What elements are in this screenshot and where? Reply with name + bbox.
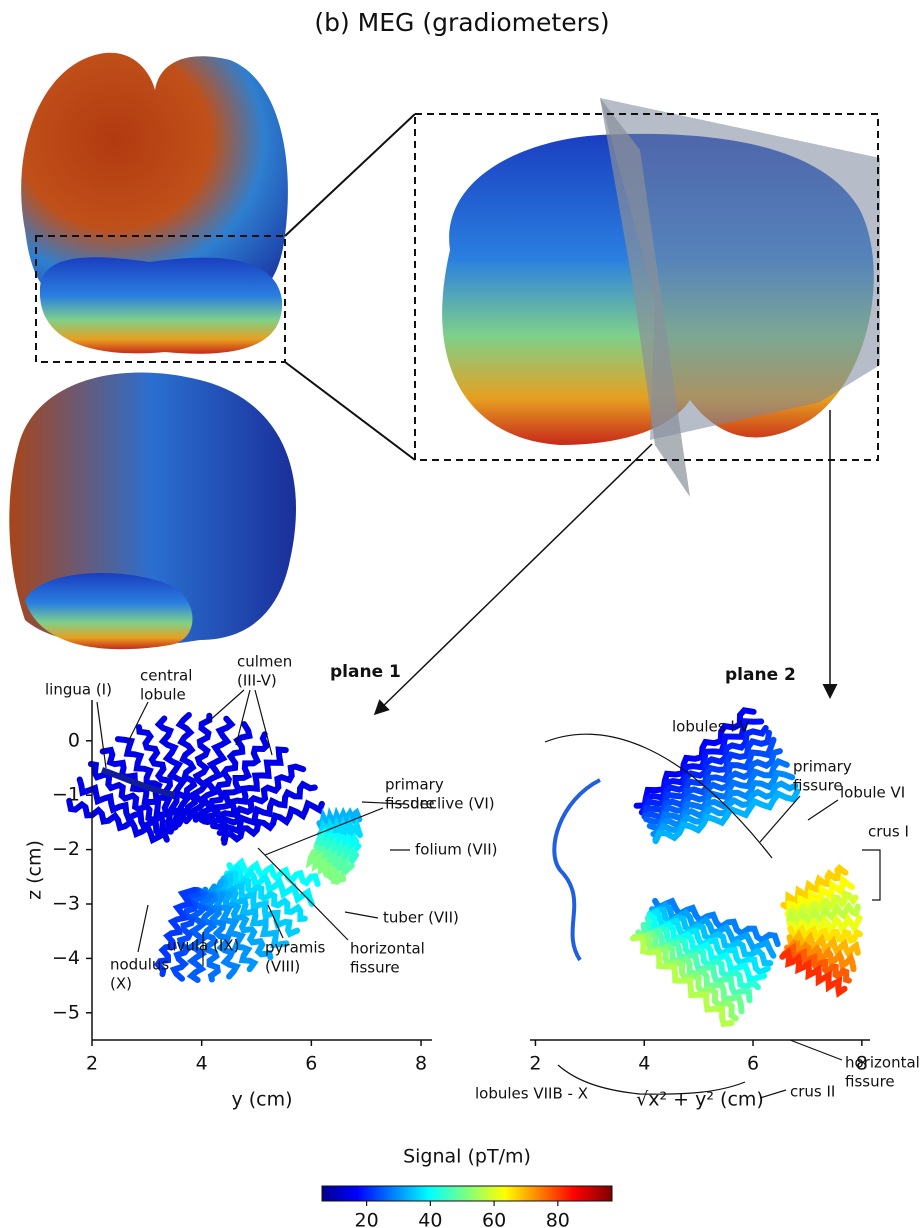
x-axis-label: y (cm) [231,1089,292,1111]
colorbar-tick-label: 60 [482,1210,506,1228]
x-tick-label: 8 [415,1053,427,1075]
annotation: declive (VI) [410,795,495,813]
colorbar-tick-label: 40 [418,1210,442,1228]
y-axis-label: z (cm) [24,840,46,900]
y-tick-label: −3 [52,893,80,915]
annotation: (X) [110,975,132,993]
annotation: folium (VII) [415,841,498,859]
y-tick-label: −1 [52,784,80,806]
arrow [376,444,652,713]
leader-line [790,1040,842,1060]
cerebellum-view [442,98,880,497]
x-tick-label: 2 [529,1053,541,1075]
y-tick-label: −2 [52,838,80,860]
y-tick-label: −5 [52,1001,80,1023]
leader-line [760,1090,786,1098]
annotation: lobule VI [840,784,905,802]
annotation: fissure [350,959,400,977]
annotation: horizontal [845,1054,920,1072]
annotation: (III-V) [237,672,277,690]
annotation: primary [385,776,444,794]
y-tick-label: −4 [52,947,80,969]
leader-line [97,702,106,768]
annotation: (VIII) [265,958,300,976]
leader-line [138,905,148,952]
zoom-line [285,114,415,236]
annotation: crus II [790,1083,835,1101]
annotation: primary [793,758,852,776]
leader-line [862,850,880,900]
annotation: crus I [868,823,909,841]
annotation: fissure [845,1073,895,1091]
x-tick-label: 2 [86,1053,98,1075]
annotation: nodulus [110,956,169,974]
x-tick-label: 4 [638,1053,650,1075]
plane-label: plane 1 [330,662,401,682]
annotation: lobules VIIB - X [475,1085,588,1103]
annotation: tuber (VII) [383,909,459,927]
annotation: lobule [140,686,186,704]
annotation: lobules I-V [672,718,750,736]
y-tick-label: 0 [68,729,80,751]
figure: (b) MEG (gradiometers) plane 1 plane 2 2… [0,0,924,1228]
annotation: fissure [793,777,843,795]
annotation: central [140,667,192,685]
figure-title: (b) MEG (gradiometers) [314,8,609,37]
slice-folium [554,780,600,960]
annotation: culmen [237,653,292,671]
colorbar-tick-label: 20 [355,1210,379,1228]
annotation: horizontal [350,940,425,958]
colorbar-label: Signal (pT/m) [403,1146,531,1168]
plane-label: plane 2 [725,665,796,685]
x-tick-label: 4 [196,1053,208,1075]
brain-side-view [9,373,296,650]
zoom-line [285,362,415,460]
leader-line [128,702,148,742]
annotation: lingua (I) [45,681,112,699]
x-tick-label: 6 [747,1053,759,1075]
brain-front-view [21,53,288,354]
colorbar-tick-label: 80 [546,1210,570,1228]
annotation: pyramis [265,939,326,957]
x-tick-label: 6 [305,1053,317,1075]
colorbar [322,1186,612,1201]
leader-line [808,800,838,820]
leader-line [345,912,378,918]
